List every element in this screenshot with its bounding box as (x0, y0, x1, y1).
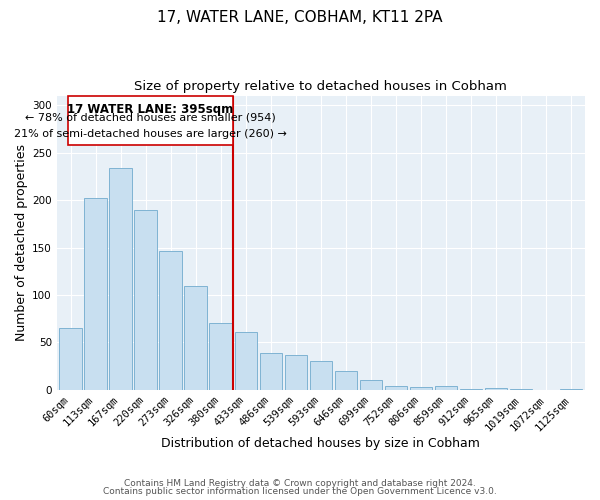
Title: Size of property relative to detached houses in Cobham: Size of property relative to detached ho… (134, 80, 508, 93)
Bar (385, 386, 407, 390)
Bar (485, 388, 508, 390)
Bar (359, 380, 382, 390)
X-axis label: Distribution of detached houses by size in Cobham: Distribution of detached houses by size … (161, 437, 481, 450)
Bar (260, 353, 282, 390)
Bar (235, 332, 257, 390)
Bar (410, 387, 432, 390)
Text: 17, WATER LANE, COBHAM, KT11 2PA: 17, WATER LANE, COBHAM, KT11 2PA (157, 10, 443, 25)
Bar (109, 168, 132, 390)
Bar (134, 210, 157, 390)
Text: Contains HM Land Registry data © Crown copyright and database right 2024.: Contains HM Land Registry data © Crown c… (124, 478, 476, 488)
Bar (160, 252, 182, 390)
Bar (435, 386, 457, 390)
Bar (310, 362, 332, 390)
Bar (59, 328, 82, 390)
Bar (460, 389, 482, 390)
Bar (209, 324, 232, 390)
Bar (510, 389, 532, 390)
Text: Contains public sector information licensed under the Open Government Licence v3: Contains public sector information licen… (103, 487, 497, 496)
Text: ← 78% of detached houses are smaller (954): ← 78% of detached houses are smaller (95… (25, 112, 276, 122)
Text: 21% of semi-detached houses are larger (260) →: 21% of semi-detached houses are larger (… (14, 129, 287, 139)
Bar (85, 198, 107, 390)
Y-axis label: Number of detached properties: Number of detached properties (15, 144, 28, 342)
Text: 17 WATER LANE: 395sqm: 17 WATER LANE: 395sqm (67, 103, 233, 116)
Bar (184, 286, 207, 390)
Bar (560, 389, 583, 390)
Bar (335, 371, 357, 390)
Bar (284, 355, 307, 390)
